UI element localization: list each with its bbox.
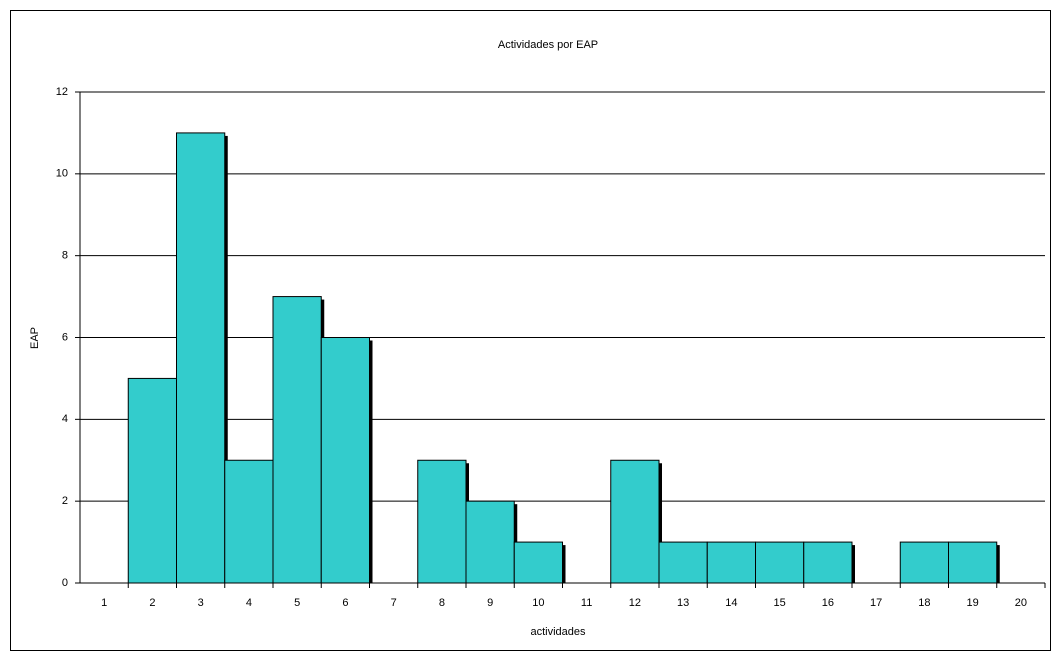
- bar: [755, 541, 805, 584]
- x-tick-label: 20: [1015, 597, 1027, 609]
- x-tick-label: 4: [246, 597, 252, 609]
- x-tick-label: 5: [294, 597, 300, 609]
- y-tick-label: 6: [62, 331, 68, 343]
- x-tick-label: 2: [149, 597, 155, 609]
- bar: [658, 541, 708, 584]
- bar: [610, 459, 660, 584]
- x-tick-label: 3: [198, 597, 204, 609]
- bar: [127, 377, 177, 584]
- x-tick-label: 19: [967, 597, 979, 609]
- y-tick-label: 4: [62, 413, 68, 425]
- x-tick-label: 17: [870, 597, 882, 609]
- bar: [272, 296, 322, 584]
- bar: [803, 541, 853, 584]
- x-tick-label: 13: [677, 597, 689, 609]
- bar: [417, 459, 467, 584]
- y-axis-label: EAP: [29, 327, 41, 349]
- x-tick-label: 18: [918, 597, 930, 609]
- bar: [465, 500, 515, 584]
- y-tick-label: 2: [62, 495, 68, 507]
- bar: [176, 132, 226, 584]
- x-tick-label: 11: [581, 597, 592, 609]
- x-axis-label: actividades: [530, 626, 586, 638]
- bar: [320, 337, 370, 584]
- x-tick-label: 6: [342, 597, 348, 609]
- x-tick-label: 15: [774, 597, 786, 609]
- bar: [948, 541, 998, 584]
- y-tick-label: 12: [56, 86, 68, 98]
- bar: [706, 541, 756, 584]
- y-tick-label: 10: [56, 168, 68, 180]
- bar: [513, 541, 563, 584]
- x-tick-label: 12: [629, 597, 641, 609]
- x-tick-label: 7: [391, 597, 397, 609]
- x-tick-label: 10: [532, 597, 544, 609]
- x-tick-label: 14: [725, 597, 737, 609]
- chart-title: Actividades por EAP: [498, 39, 598, 51]
- bar: [899, 541, 949, 584]
- y-tick-label: 0: [62, 577, 68, 589]
- bar: [224, 459, 274, 584]
- x-tick-label: 1: [101, 597, 107, 609]
- x-tick-label: 9: [487, 597, 493, 609]
- x-tick-label: 16: [822, 597, 834, 609]
- y-tick-label: 8: [62, 250, 68, 262]
- x-tick-label: 8: [439, 597, 445, 609]
